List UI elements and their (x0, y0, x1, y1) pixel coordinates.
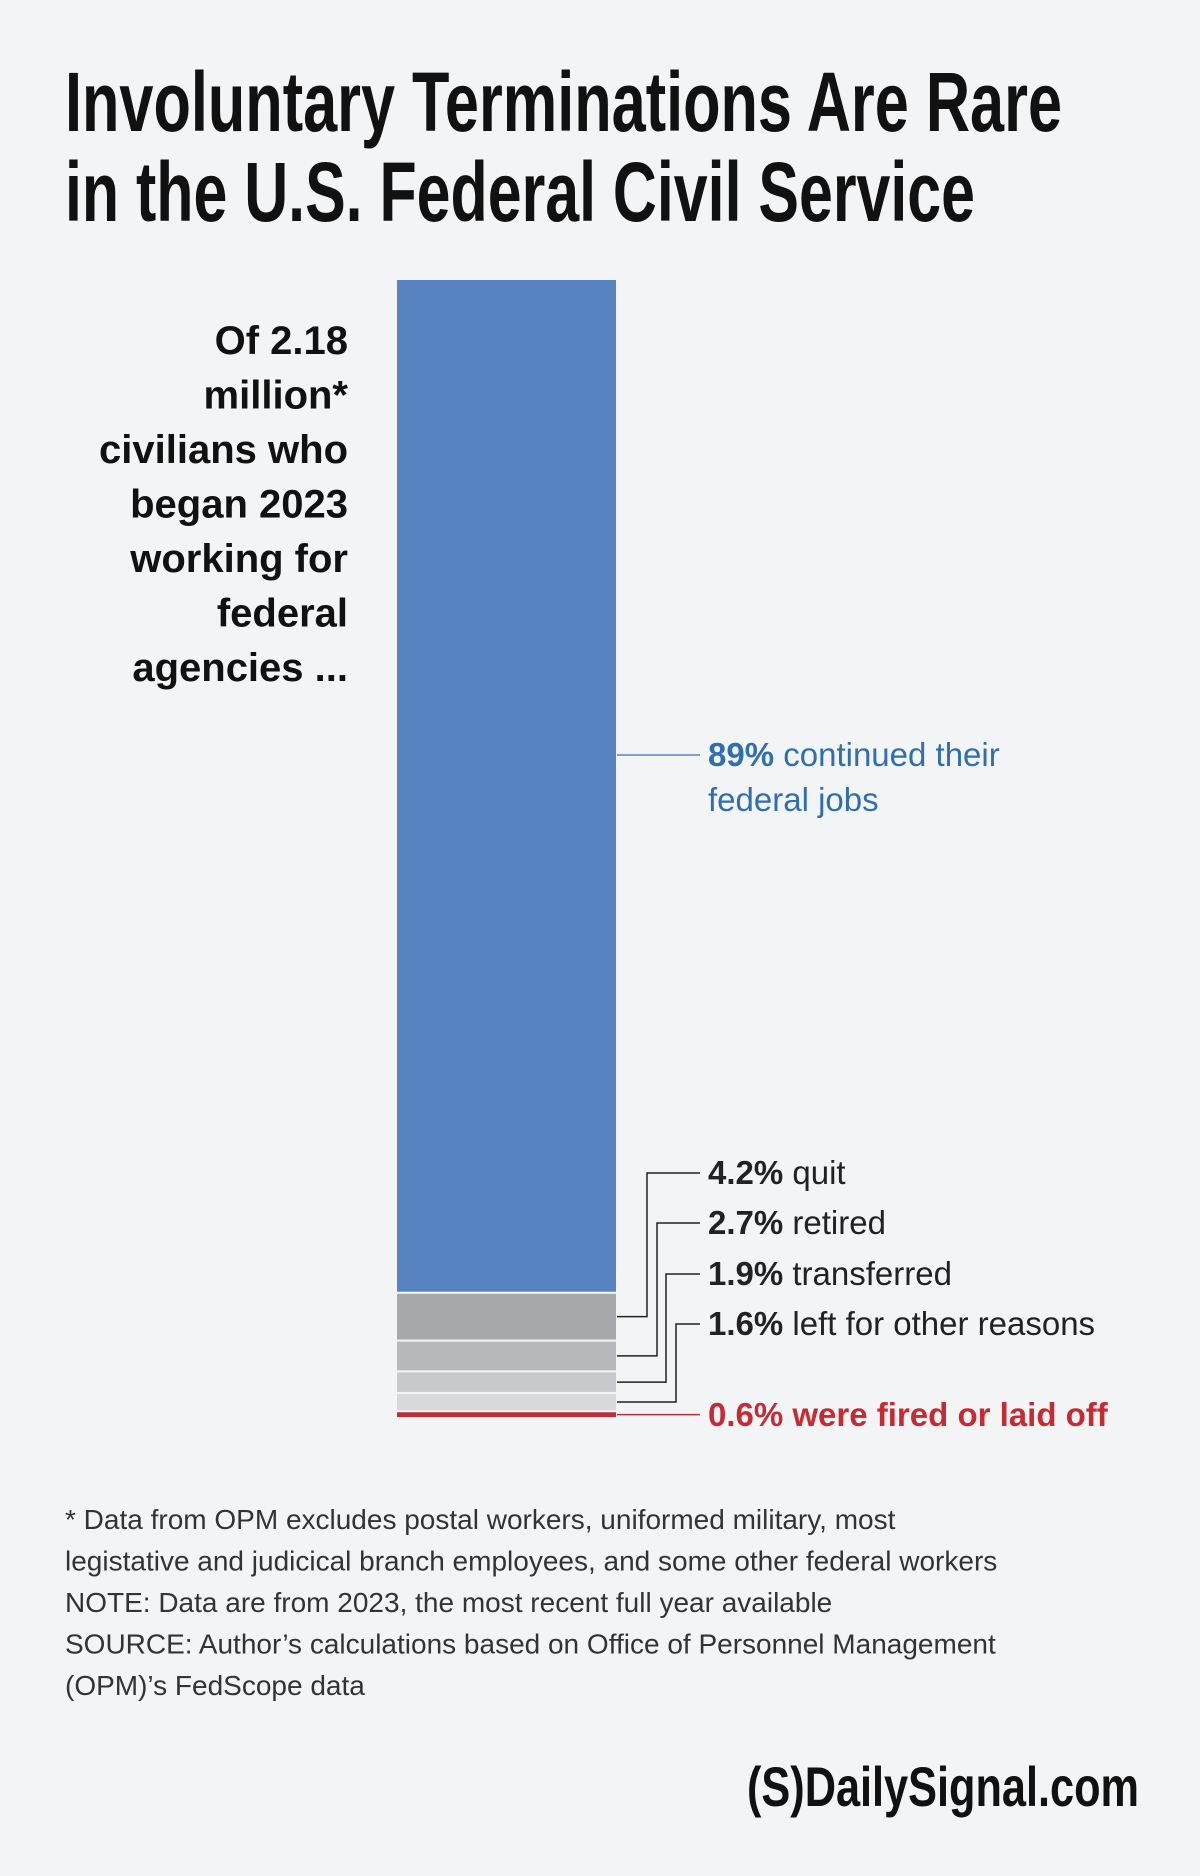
annotation: Of 2.18 (215, 319, 348, 363)
chart-title: Involuntary Terminations Are Rare (65, 55, 1062, 149)
value-label: 4.2% (708, 1154, 784, 1191)
bar-segment (395, 1339, 618, 1373)
bar-segment (395, 1370, 618, 1394)
series-name: continued their federal jobs (708, 736, 1000, 818)
annotation: agencies ... (132, 646, 348, 690)
series-name: retired (792, 1204, 886, 1241)
footnote: legistative and judicical branch employe… (65, 1546, 997, 1577)
annotation: federal (217, 592, 348, 636)
segment-label: 1.9% transferred (708, 1251, 952, 1296)
leader-line (617, 1222, 700, 1357)
segment-label: 89% continued their federal jobs (708, 732, 1058, 822)
series-name: left for other reasons (792, 1305, 1096, 1342)
annotation: civilians who (99, 428, 348, 472)
series-name: quit (792, 1154, 846, 1191)
bar-segment (395, 278, 618, 1294)
footnote: (OPM)’s FedScope data (65, 1670, 365, 1701)
leader-line (617, 1323, 700, 1403)
value-label: 2.7% (708, 1204, 784, 1241)
value-label: 1.9% (708, 1255, 784, 1292)
annotation: million* (204, 374, 349, 418)
value-label: 0.6% (708, 1396, 784, 1433)
leader-line (617, 1273, 700, 1383)
bar-segment (395, 1291, 618, 1342)
segment-label: 0.6% were fired or laid off (708, 1392, 1108, 1437)
bar-segment (395, 1391, 618, 1413)
value-label: 1.6% (708, 1305, 784, 1342)
value-label: 89% (708, 736, 775, 773)
series-name: were fired or laid off (792, 1396, 1108, 1433)
segment-label: 4.2% quit (708, 1150, 846, 1195)
segment-label: 2.7% retired (708, 1200, 886, 1245)
chart-title: in the U.S. Federal Civil Service (65, 145, 975, 239)
bar-segment (395, 1410, 618, 1420)
source-logo: (S)DailySignal.com (747, 1755, 1139, 1818)
footnote: * Data from OPM excludes postal workers,… (65, 1504, 896, 1535)
footnote: NOTE: Data are from 2023, the most recen… (65, 1587, 832, 1618)
segment-label: 1.6% left for other reasons (708, 1301, 1095, 1346)
series-name: transferred (792, 1255, 952, 1292)
annotation: began 2023 (130, 483, 348, 527)
leader-line (617, 1172, 700, 1318)
annotation: working for (129, 537, 348, 581)
footnote: SOURCE: Author’s calculations based on O… (65, 1629, 996, 1660)
